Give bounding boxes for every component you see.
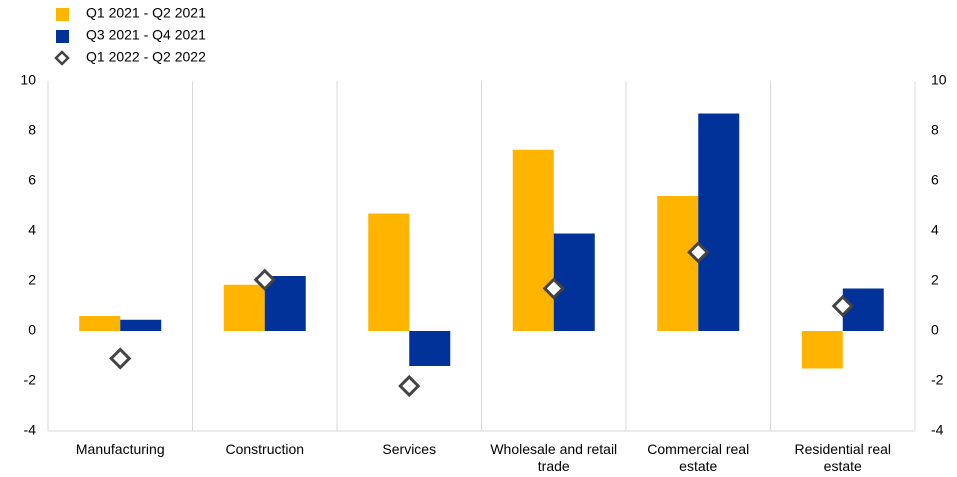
diamond-marker: [109, 347, 132, 370]
bar: [223, 284, 265, 331]
y2-tick-label: 6: [931, 172, 939, 188]
bar: [120, 319, 162, 331]
bar: [512, 149, 554, 331]
y-tick-label: 2: [28, 272, 36, 288]
bar: [409, 331, 451, 366]
diamond-marker: [253, 268, 276, 291]
x-tick-label: Construction: [225, 441, 305, 457]
legend-swatch: [56, 8, 69, 21]
bar: [657, 196, 699, 331]
y2-tick-label: 2: [931, 272, 939, 288]
legend-label: Q1 2021 - Q2 2021: [86, 5, 206, 21]
y-tick-label: 6: [28, 172, 36, 188]
y-tick-label: -2: [24, 372, 37, 388]
y-tick-label: -4: [24, 422, 37, 438]
bar: [801, 331, 843, 369]
x-tick-label: Residential real estate: [794, 441, 892, 474]
y2-tick-label: -4: [931, 422, 944, 438]
diamond-marker: [687, 241, 710, 264]
legend-label: Q3 2021 - Q4 2021: [86, 27, 206, 43]
y2-tick-label: 4: [931, 222, 939, 238]
y-tick-label: 4: [28, 222, 36, 238]
diamond-marker: [542, 277, 565, 300]
y2-tick-label: 0: [931, 322, 939, 338]
y2-tick-label: 8: [931, 122, 939, 138]
diamond-marker: [398, 374, 421, 398]
bar: [553, 233, 595, 331]
x-tick-label: Manufacturing: [75, 441, 165, 457]
x-tick-label: Services: [382, 441, 437, 457]
diamond-marker: [831, 294, 854, 318]
y-tick-label: 0: [28, 322, 36, 338]
legend-label: Q1 2022 - Q2 2022: [86, 49, 206, 65]
legend-swatch: [54, 50, 70, 66]
legend-swatch: [56, 30, 69, 43]
bar: [368, 213, 410, 331]
x-tick-label: Commercial real estate: [647, 441, 750, 474]
y2-tick-label: -2: [931, 372, 944, 388]
y2-tick-label: 10: [931, 72, 947, 88]
x-tick-label: Wholesale and retail trade: [490, 441, 618, 474]
y-tick-label: 10: [20, 72, 36, 88]
bar: [264, 276, 306, 331]
bar: [79, 316, 121, 331]
y-tick-label: 8: [28, 122, 36, 138]
bar: [698, 113, 740, 331]
